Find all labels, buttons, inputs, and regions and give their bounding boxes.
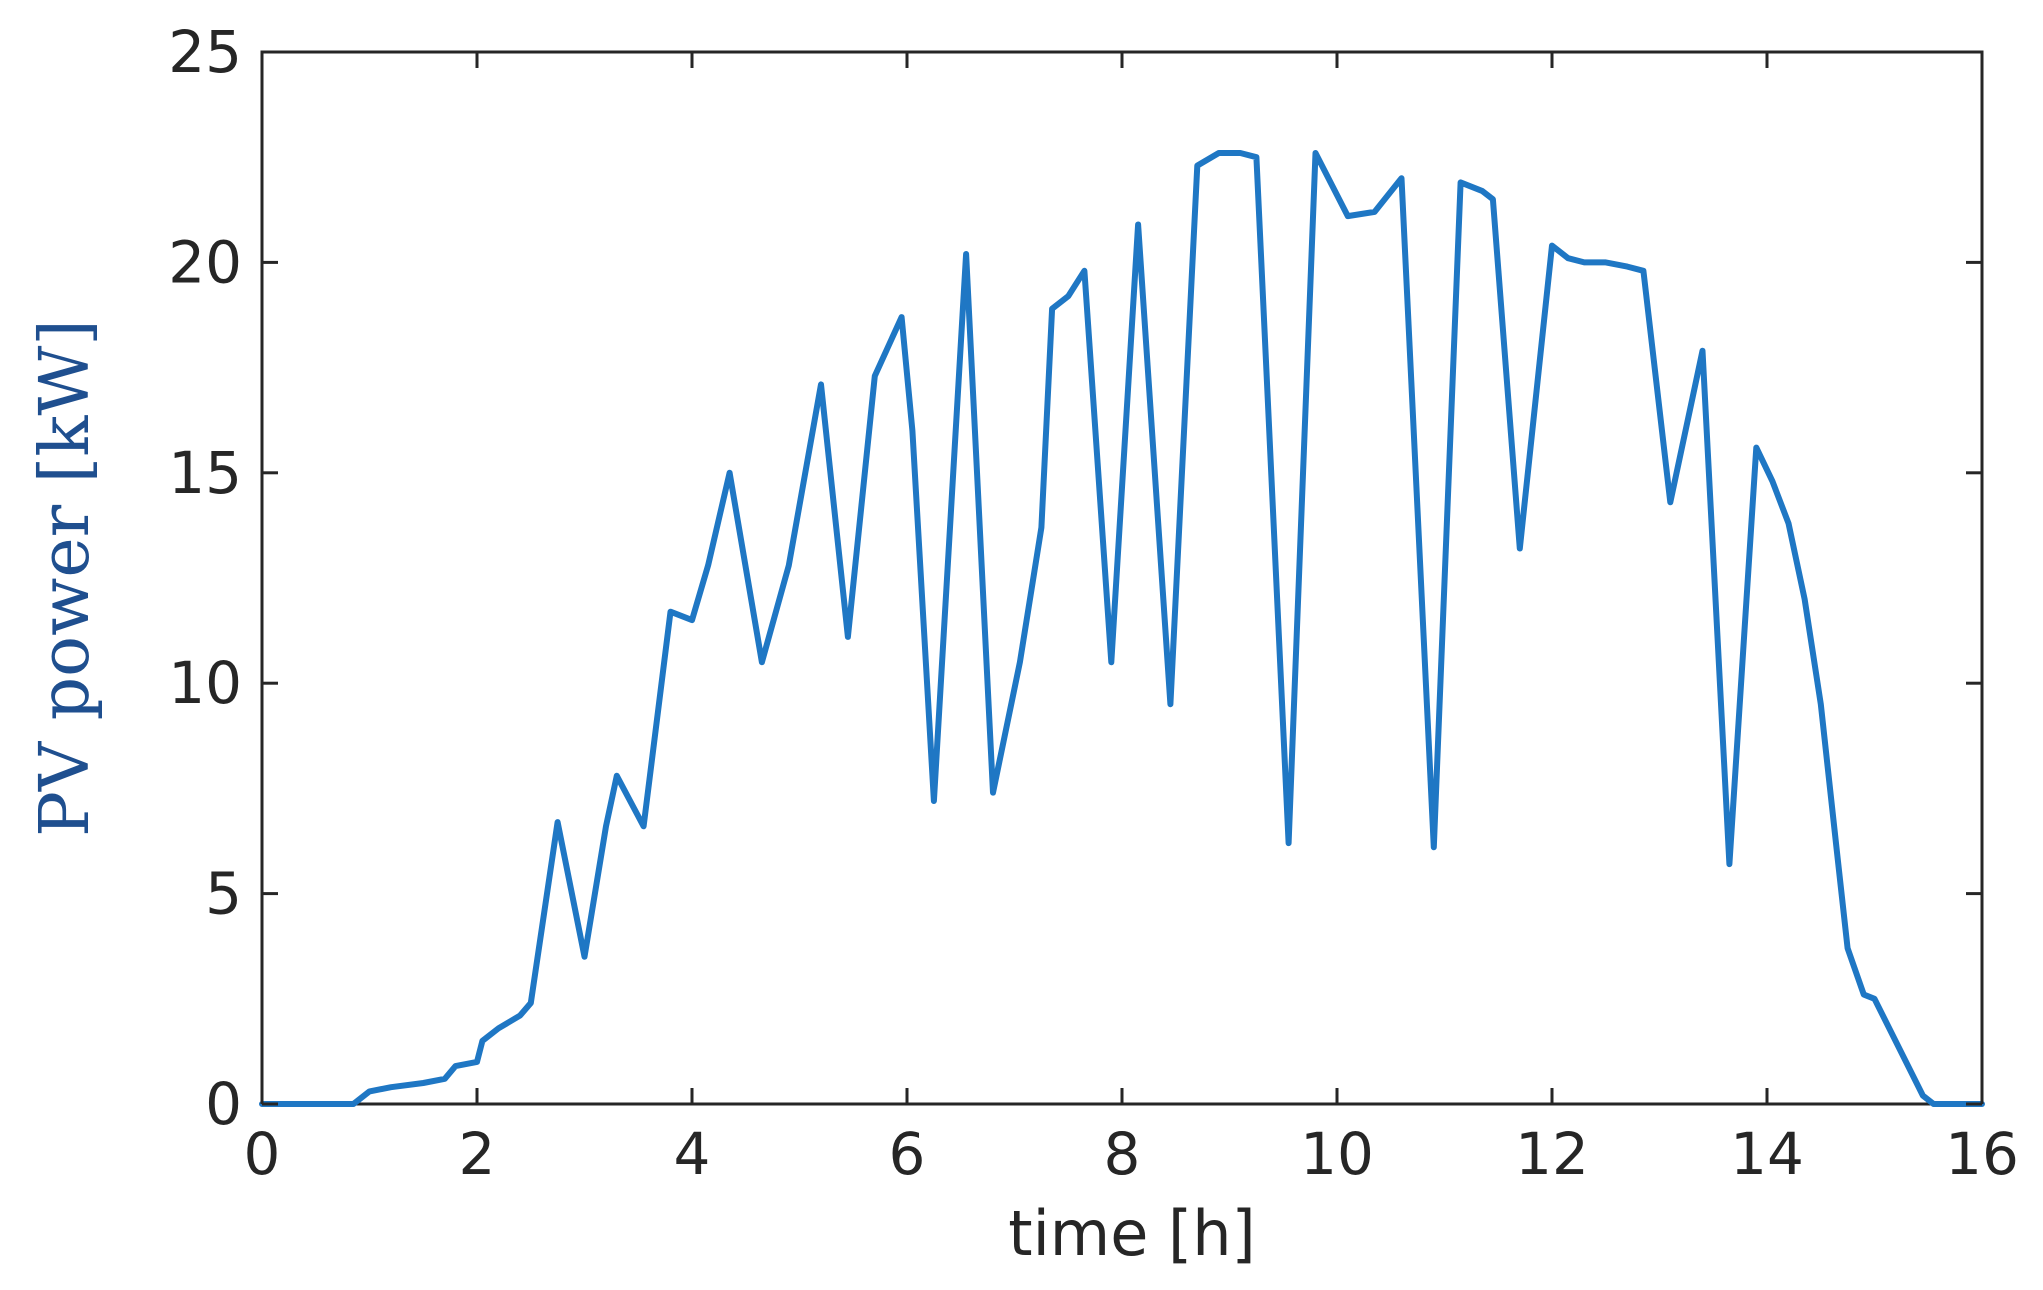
plot-area <box>260 50 1984 1106</box>
x-tick-label: 16 <box>1945 1120 2019 1188</box>
series-line-0 <box>259 150 1985 1107</box>
y-tick-label: 10 <box>168 649 242 717</box>
x-tick-label: 6 <box>889 1120 926 1188</box>
x-tick-label: 12 <box>1515 1120 1589 1188</box>
x-tick-label: 10 <box>1300 1120 1374 1188</box>
y-tick-label: 20 <box>168 228 242 296</box>
series-layer <box>259 150 1985 1107</box>
x-tick-label: 0 <box>244 1120 281 1188</box>
y-tick-label: 0 <box>205 1070 242 1138</box>
y-tick-label: 15 <box>168 439 242 507</box>
x-axis-label: time [h] <box>1008 1197 1255 1270</box>
x-tick-label: 2 <box>459 1120 496 1188</box>
y-axis-label: PV power [kW] <box>26 319 105 837</box>
x-tick-label: 14 <box>1730 1120 1804 1188</box>
x-tick-label: 8 <box>1104 1120 1141 1188</box>
x-tick-label: 4 <box>674 1120 711 1188</box>
ticks-layer: 0 2 4 6 8 10 12 14 16 0 5 10 15 20 25 <box>168 18 2019 1188</box>
y-tick-label: 5 <box>205 860 242 928</box>
plot-frame <box>260 50 1984 1106</box>
y-tick-label: 25 <box>168 18 242 86</box>
